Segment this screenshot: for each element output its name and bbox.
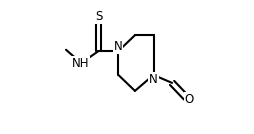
Text: NH: NH [72, 57, 89, 70]
Text: N: N [149, 73, 158, 86]
Text: S: S [95, 10, 102, 23]
Text: N: N [114, 40, 122, 53]
Text: O: O [185, 93, 194, 106]
